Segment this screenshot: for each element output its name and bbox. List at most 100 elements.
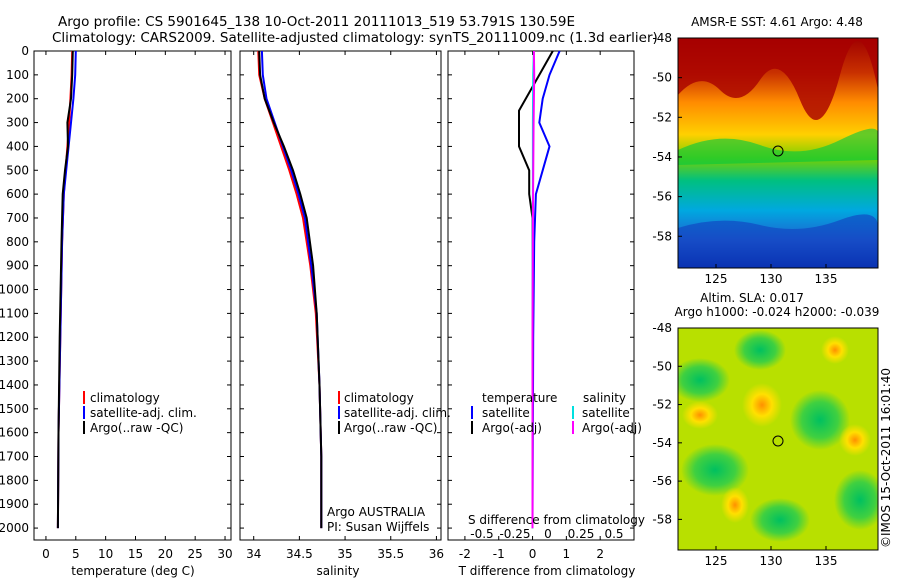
sla-map-image [678,328,878,550]
map-lat-tick-label: -52 [652,110,672,124]
map-lon-tick-label: 130 [760,272,783,286]
depth-tick-label: 600 [6,187,29,201]
diff-legend-temp-argo: Argo(-adj) [482,421,542,435]
diff-legend-temp-satellite: satellite [482,406,530,420]
x-tick-label: 25 [188,547,203,561]
x-tick-label: 35 [337,547,352,561]
map-lat-tick-label: -54 [652,150,672,164]
sla-map-title-line1: Altim. SLA: 0.017 [700,291,804,305]
depth-tick-label: 1200 [0,330,29,344]
map-lat-tick-label: -50 [652,71,672,85]
map-lat-tick-label: -58 [652,512,672,526]
x-tick-label: 36 [429,547,444,561]
map-lat-tick-label: -48 [652,321,672,335]
salinity-panel-frame [239,50,442,541]
difference-legend: temperature satellite Argo(-adj) salinit… [471,391,642,435]
map-lat-tick-label: -56 [652,190,672,204]
sst-argo-position-marker [772,145,784,157]
sst-map-frame [677,37,879,269]
map-lat-tick-label: -54 [652,436,672,450]
series-line-climatology [257,50,323,529]
salinity-note-argo: Argo AUSTRALIA [327,505,426,519]
depth-tick-label: 1600 [0,426,29,440]
temp-legend-climatology: climatology [90,391,160,405]
sst-map-title: AMSR-E SST: 4.61 Argo: 4.48 [691,15,863,29]
map-lon-tick-label: 135 [815,272,838,286]
x-tick-label: 34 [246,547,261,561]
difference-panel-frame [447,50,635,541]
x-tick-label: 34.5 [286,547,313,561]
sal-legend-satellite: satellite-adj. clim. [344,406,451,420]
depth-tick-label: 0 [21,44,29,58]
difference-xlabel: T difference from climatology [458,564,636,578]
depth-tick-label: 1500 [0,402,29,416]
sla-argo-position-marker [772,435,784,447]
sst-map-image [678,38,878,268]
diff-legend-sal-satellite: satellite [582,406,630,420]
sal-legend-climatology: climatology [344,391,414,405]
map-lon-tick-label: 135 [815,554,838,568]
sal-legend-argo: Argo(..raw -QC) [344,421,437,435]
x-tick-label: 5 [72,547,80,561]
map-lat-tick-label: -52 [652,398,672,412]
sla-map-title-line2: Argo h1000: -0.024 h2000: -0.039 [675,305,880,319]
imos-watermark: ©IMOS 15-Oct-2011 16:01:40 [879,368,893,548]
depth-tick-label: 300 [6,116,29,130]
x-tick-label: 0 [42,547,50,561]
depth-tick-label: 1700 [0,450,29,464]
figure-title-line1: Argo profile: CS 5901645_138 10-Oct-2011… [58,14,576,30]
temperature-legend: climatology satellite-adj. clim. Argo(..… [83,391,197,435]
map-lon-tick-label: 125 [705,554,728,568]
depth-tick-label: 1000 [0,283,29,297]
x-tick-label: 15 [128,547,143,561]
s-diff-tick-label: 0 [544,527,552,541]
x-tick-label: 20 [158,547,173,561]
map-lat-tick-label: -48 [652,31,672,45]
salinity-legend: climatology satellite-adj. clim. Argo(..… [338,391,451,435]
temperature-xlabel: temperature (deg C) [71,564,194,578]
salinity-note-pi: PI: Susan Wijffels [327,520,429,534]
diff-legend-sal-title: salinity [583,391,626,405]
map-lat-tick-label: -58 [652,229,672,243]
depth-tick-label: 2000 [0,521,29,535]
x-tick-label: 30 [217,547,232,561]
salinity-xlabel: salinity [316,564,359,578]
s-diff-tick-label: 0.25 [568,527,595,541]
depth-tick-label: 800 [6,235,29,249]
s-diff-tick-label: -0.25 [499,527,530,541]
s-diff-tick-label: -0.5 [470,527,493,541]
x-tick-label: 10 [98,547,113,561]
x-tick-label: 0 [529,547,537,561]
x-tick-label: 1 [563,547,571,561]
depth-tick-label: 1400 [0,378,29,392]
diff-top-label: S difference from climatology [468,513,645,527]
x-tick-label: 2 [596,547,604,561]
depth-tick-label: 1100 [0,306,29,320]
depth-tick-label: 100 [6,68,29,82]
temp-legend-satellite: satellite-adj. clim. [90,406,197,420]
map-lat-tick-label: -50 [652,359,672,373]
series-line-temperature-argo-adj- [518,50,554,529]
series-line-argo-raw-qc- [258,50,323,529]
x-tick-label: -1 [493,547,505,561]
depth-tick-label: 1300 [0,354,29,368]
series-line-temperature-satellite [531,50,561,529]
depth-tick-label: 1800 [0,473,29,487]
series-line-argo-raw-qc- [56,50,74,529]
depth-tick-label: 200 [6,92,29,106]
diff-legend-temp-title: temperature [482,391,557,405]
figure-title-line2: Climatology: CARS2009. Satellite-adjuste… [52,30,658,46]
depth-tick-label: 1900 [0,497,29,511]
depth-tick-label: 500 [6,163,29,177]
depth-tick-label: 900 [6,259,29,273]
depth-tick-label: 700 [6,211,29,225]
temp-legend-argo: Argo(..raw -QC) [90,421,183,435]
depth-tick-label: 400 [6,139,29,153]
series-line-salinity-argo-adj- [531,50,536,529]
diff-legend-sal-argo: Argo(-adj) [582,421,642,435]
map-lat-tick-label: -56 [652,474,672,488]
map-lon-tick-label: 130 [760,554,783,568]
map-lon-tick-label: 125 [705,272,728,286]
sla-map-frame [677,327,879,551]
